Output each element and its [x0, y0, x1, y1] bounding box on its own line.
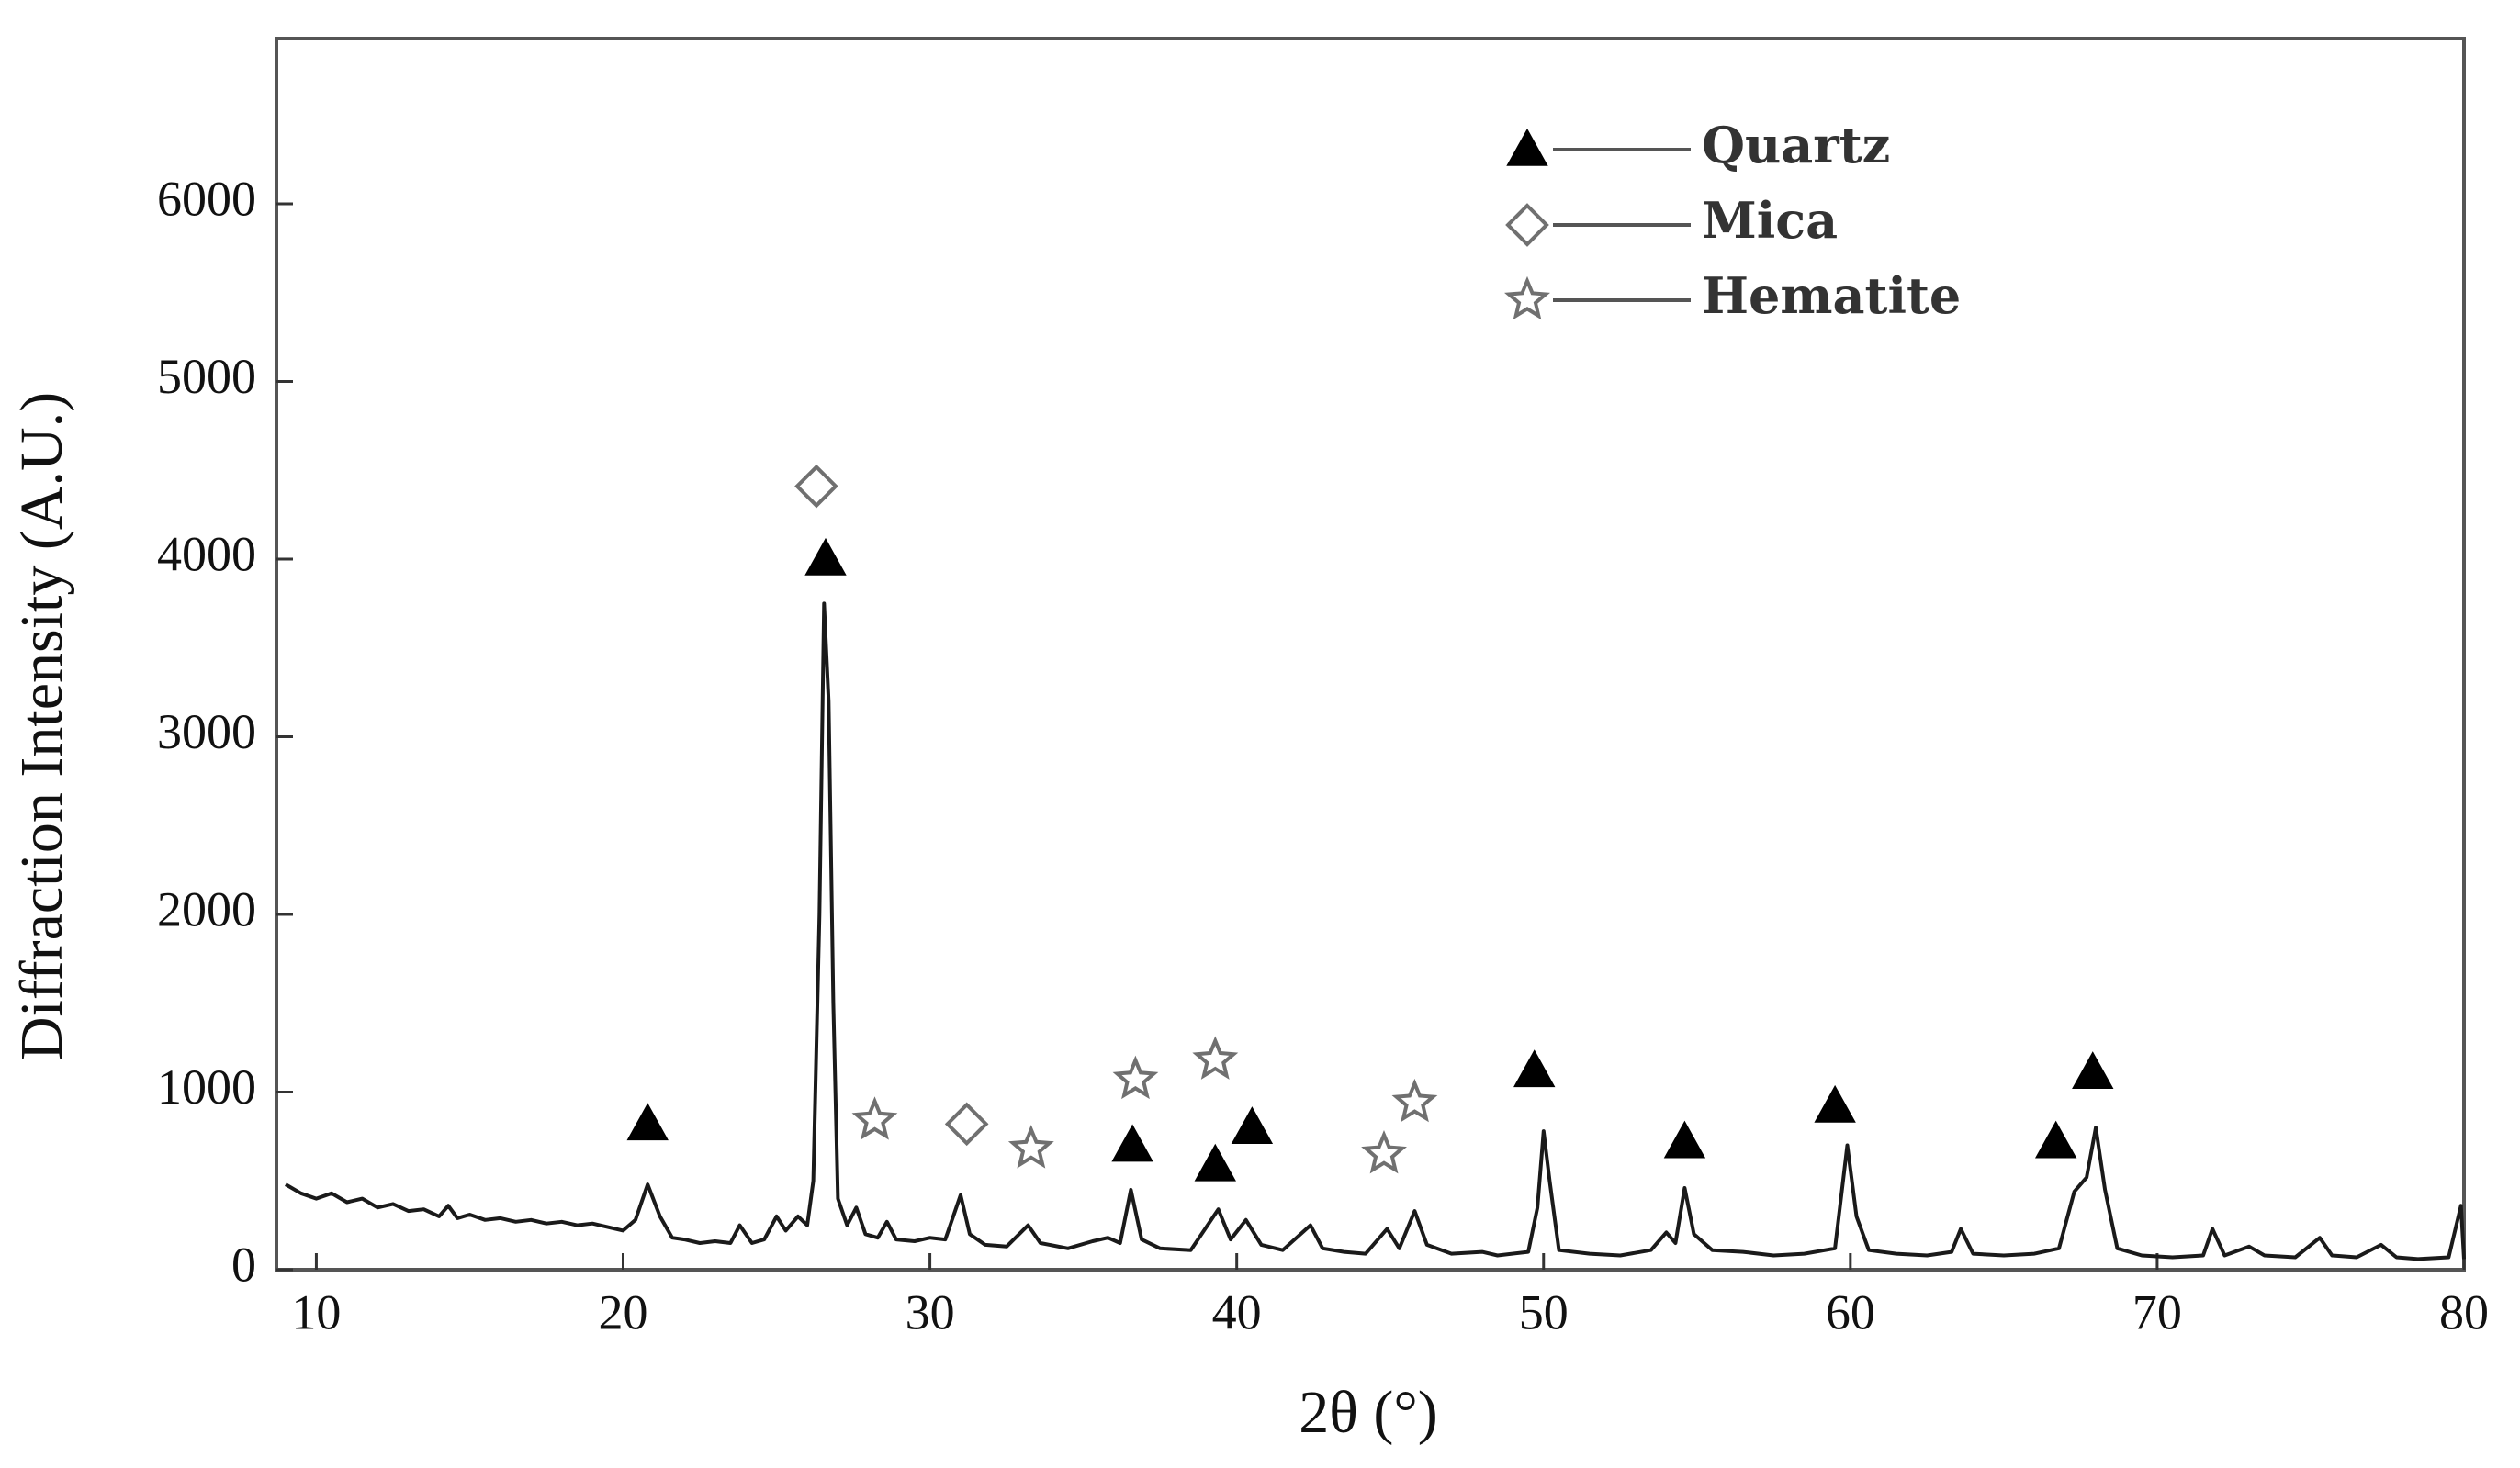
x-tick-label: 50	[1519, 1284, 1569, 1339]
y-tick-label: 5000	[157, 349, 256, 404]
x-tick-label: 60	[1826, 1284, 1875, 1339]
phase-marker	[2034, 1120, 2077, 1159]
x-tick-label: 10	[291, 1284, 341, 1339]
phase-marker	[851, 1096, 898, 1140]
phase-marker	[1814, 1084, 1856, 1123]
phase-marker	[804, 537, 847, 576]
phase-marker	[1007, 1125, 1054, 1169]
y-tick-label: 1000	[157, 1059, 256, 1115]
phase-marker	[1513, 1049, 1556, 1088]
phase-marker	[1192, 1036, 1239, 1080]
legend-label: Hematite	[1702, 266, 1961, 325]
y-tick-label: 6000	[157, 171, 256, 226]
x-tick-label: 70	[2132, 1284, 2182, 1339]
phase-marker	[1663, 1120, 1706, 1159]
phase-marker	[1231, 1106, 1274, 1144]
legend-label: Quartz	[1702, 116, 1890, 174]
y-tick-label: 3000	[157, 704, 256, 759]
y-tick-label: 0	[231, 1237, 256, 1292]
phase-marker	[1194, 1143, 1236, 1182]
legend-symbol	[1505, 203, 1549, 247]
phase-marker	[1391, 1078, 1438, 1123]
diffraction-line	[284, 601, 2466, 1261]
phase-marker	[944, 1102, 989, 1147]
y-tick-label: 2000	[157, 881, 256, 936]
phase-marker	[626, 1103, 669, 1141]
x-axis-label: 2θ (°)	[1299, 1379, 1437, 1446]
x-tick-label: 80	[2439, 1284, 2489, 1339]
phase-marker	[794, 464, 838, 509]
y-axis-label: Diffraction Intensity (A.U.)	[8, 392, 75, 1060]
phase-marker	[1112, 1055, 1159, 1100]
phase-marker	[1111, 1124, 1153, 1162]
phase-marker	[2072, 1051, 2114, 1090]
phase-marker	[1361, 1129, 1407, 1174]
legend-symbol	[1506, 128, 1548, 166]
x-tick-label: 40	[1212, 1284, 1262, 1339]
legend-symbol	[1504, 275, 1550, 320]
x-tick-label: 20	[599, 1284, 648, 1339]
plot-frame	[275, 37, 2466, 1272]
legend-label: Mica	[1702, 191, 1838, 250]
y-tick-label: 4000	[157, 526, 256, 581]
x-tick-label: 30	[906, 1284, 955, 1339]
